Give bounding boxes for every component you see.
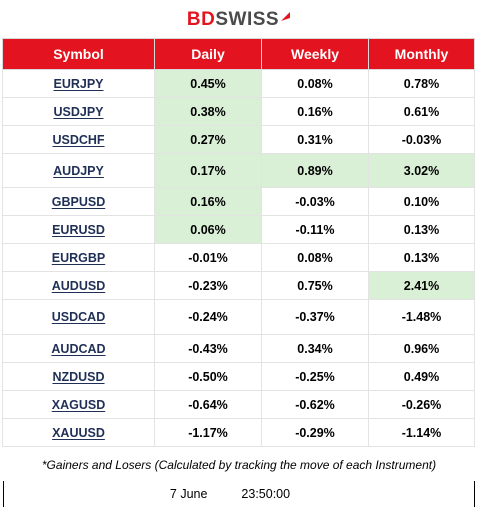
- symbol-link[interactable]: EURGBP: [51, 250, 106, 265]
- symbol-cell[interactable]: AUDCAD: [2, 334, 155, 363]
- performance-table: Symbol Daily Weekly Monthly EURJPY 0.45%…: [2, 38, 475, 447]
- weekly-cell: -0.25%: [261, 362, 369, 391]
- header-daily: Daily: [154, 38, 262, 70]
- weekly-cell: 0.31%: [261, 125, 369, 154]
- weekly-cell: 0.08%: [261, 69, 369, 98]
- symbol-link[interactable]: EURJPY: [53, 76, 104, 91]
- monthly-cell: 0.13%: [368, 243, 475, 272]
- monthly-cell: -1.48%: [368, 299, 475, 335]
- symbol-cell[interactable]: NZDUSD: [2, 362, 155, 391]
- table-row: AUDUSD -0.23% 0.75% 2.41%: [2, 271, 475, 300]
- table-row: USDJPY 0.38% 0.16% 0.61%: [2, 97, 475, 126]
- table-row: XAUUSD -1.17% -0.29% -1.14%: [2, 418, 475, 447]
- table-row: AUDCAD -0.43% 0.34% 0.96%: [2, 334, 475, 363]
- weekly-cell: -0.11%: [261, 215, 369, 244]
- monthly-cell: 2.41%: [368, 271, 475, 300]
- daily-cell: -0.01%: [154, 243, 262, 272]
- weekly-cell: -0.03%: [261, 187, 369, 216]
- logo-text-swiss: SWISS: [215, 9, 280, 30]
- footer-time: 23:50:00: [241, 487, 291, 501]
- weekly-cell: 0.75%: [261, 271, 369, 300]
- monthly-cell: -0.26%: [368, 390, 475, 419]
- symbol-cell[interactable]: USDCAD: [2, 299, 155, 335]
- table-row: XAGUSD -0.64% -0.62% -0.26%: [2, 390, 475, 419]
- symbol-link[interactable]: NZDUSD: [52, 369, 105, 384]
- daily-cell: 0.27%: [154, 125, 262, 154]
- logo-text-bd: BD: [186, 9, 216, 30]
- daily-cell: 0.16%: [154, 187, 262, 216]
- daily-cell: 0.17%: [154, 153, 262, 188]
- monthly-cell: 0.10%: [368, 187, 475, 216]
- table-header-row: Symbol Daily Weekly Monthly: [2, 38, 475, 70]
- table-row: NZDUSD -0.50% -0.25% 0.49%: [2, 362, 475, 391]
- symbol-link[interactable]: AUDJPY: [53, 163, 104, 178]
- symbol-cell[interactable]: EURGBP: [2, 243, 155, 272]
- symbol-cell[interactable]: EURUSD: [2, 215, 155, 244]
- monthly-cell: 0.49%: [368, 362, 475, 391]
- symbol-link[interactable]: EURUSD: [52, 222, 105, 237]
- weekly-cell: 0.08%: [261, 243, 369, 272]
- daily-cell: -0.50%: [154, 362, 262, 391]
- weekly-cell: -0.62%: [261, 390, 369, 419]
- symbol-link[interactable]: AUDUSD: [51, 278, 106, 293]
- monthly-cell: 0.96%: [368, 334, 475, 363]
- monthly-cell: -1.14%: [368, 418, 475, 447]
- daily-cell: -0.64%: [154, 390, 262, 419]
- logo-arrow-icon: [281, 11, 291, 21]
- symbol-link[interactable]: GBPUSD: [51, 194, 106, 209]
- symbol-cell[interactable]: GBPUSD: [2, 187, 155, 216]
- weekly-cell: 0.16%: [261, 97, 369, 126]
- monthly-cell: 0.13%: [368, 215, 475, 244]
- monthly-cell: -0.03%: [368, 125, 475, 154]
- daily-cell: -1.17%: [154, 418, 262, 447]
- timestamp-box: 7 June 23:50:00: [3, 481, 475, 507]
- symbol-link[interactable]: USDCHF: [52, 132, 105, 147]
- daily-cell: 0.45%: [154, 69, 262, 98]
- header-monthly: Monthly: [368, 38, 475, 70]
- monthly-cell: 0.61%: [368, 97, 475, 126]
- symbol-cell[interactable]: USDJPY: [2, 97, 155, 126]
- symbol-link[interactable]: USDCAD: [51, 310, 106, 324]
- table-row: USDCHF 0.27% 0.31% -0.03%: [2, 125, 475, 154]
- daily-cell: -0.43%: [154, 334, 262, 363]
- weekly-cell: 0.89%: [261, 153, 369, 188]
- symbol-cell[interactable]: EURJPY: [2, 69, 155, 98]
- weekly-cell: 0.34%: [261, 334, 369, 363]
- monthly-cell: 3.02%: [368, 153, 475, 188]
- table-row: USDCAD -0.24% -0.37% -1.48%: [2, 299, 475, 335]
- footnote: *Gainers and Losers (Calculated by track…: [41, 458, 437, 472]
- symbol-link[interactable]: XAUUSD: [52, 425, 105, 440]
- table-row: EURGBP -0.01% 0.08% 0.13%: [2, 243, 475, 272]
- daily-cell: 0.38%: [154, 97, 262, 126]
- symbol-link[interactable]: XAGUSD: [51, 397, 106, 412]
- bdswiss-logo: BD SWISS: [0, 6, 478, 34]
- symbol-cell[interactable]: AUDUSD: [2, 271, 155, 300]
- weekly-cell: -0.37%: [261, 299, 369, 335]
- symbol-link[interactable]: AUDCAD: [51, 341, 106, 356]
- symbol-cell[interactable]: XAGUSD: [2, 390, 155, 419]
- daily-cell: -0.23%: [154, 271, 262, 300]
- table-row: GBPUSD 0.16% -0.03% 0.10%: [2, 187, 475, 216]
- symbol-cell[interactable]: AUDJPY: [2, 153, 155, 188]
- daily-cell: 0.06%: [154, 215, 262, 244]
- symbol-cell[interactable]: XAUUSD: [2, 418, 155, 447]
- table-row: EURJPY 0.45% 0.08% 0.78%: [2, 69, 475, 98]
- header-symbol: Symbol: [2, 38, 155, 70]
- weekly-cell: -0.29%: [261, 418, 369, 447]
- symbol-cell[interactable]: USDCHF: [2, 125, 155, 154]
- symbol-link[interactable]: USDJPY: [53, 104, 104, 119]
- table-row: AUDJPY 0.17% 0.89% 3.02%: [2, 153, 475, 188]
- table-row: EURUSD 0.06% -0.11% 0.13%: [2, 215, 475, 244]
- daily-cell: -0.24%: [154, 299, 262, 335]
- monthly-cell: 0.78%: [368, 69, 475, 98]
- footer-date: 7 June: [169, 487, 208, 501]
- header-weekly: Weekly: [261, 38, 369, 70]
